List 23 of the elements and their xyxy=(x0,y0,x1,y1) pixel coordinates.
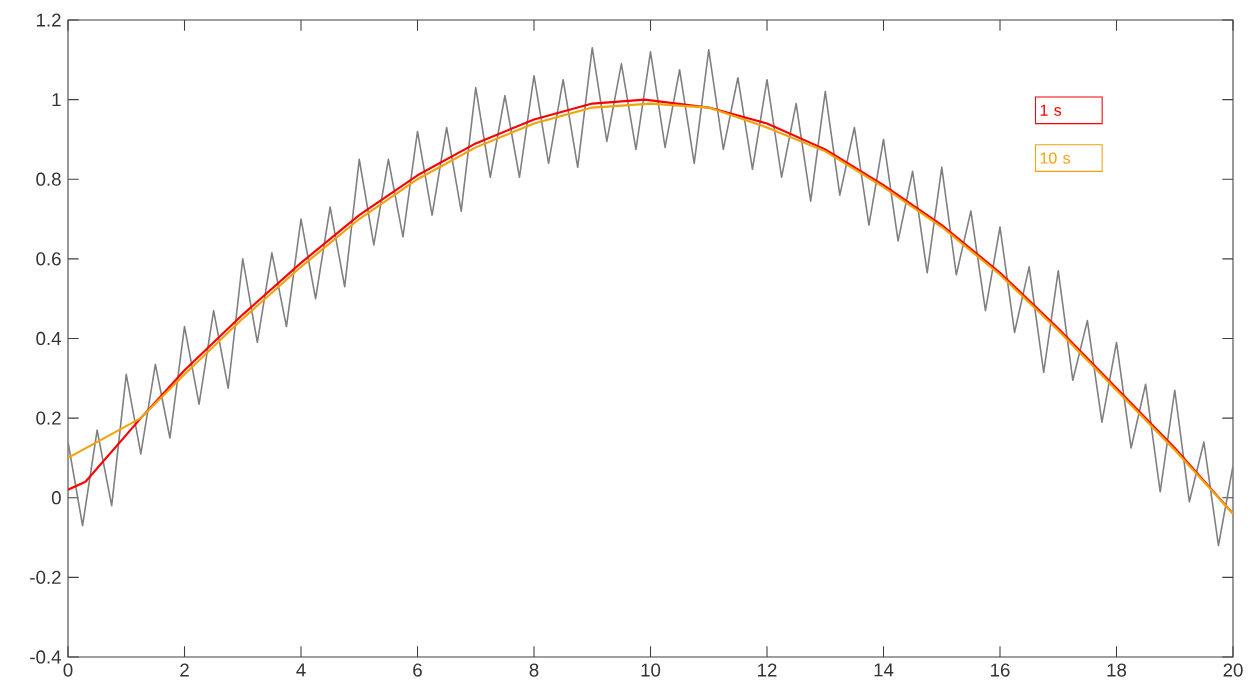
y-tick-label: 0 xyxy=(51,491,61,505)
line-series xyxy=(68,47,1233,547)
y-tick-label: -0.2 xyxy=(30,570,61,584)
text: 10 s xyxy=(1040,152,1071,164)
x-tick-label: 0 xyxy=(63,663,73,677)
y-tick-label: 0.4 xyxy=(36,331,61,346)
text: 1 s xyxy=(1040,104,1062,116)
x-tick-label: 2 xyxy=(180,663,189,677)
x-tick-label: 18 xyxy=(1107,663,1127,677)
y-tick-label: 0.6 xyxy=(36,252,61,266)
y-tick-label: 1.2 xyxy=(37,13,61,27)
x-tick-label: 12 xyxy=(758,663,777,677)
x-tick-label: 8 xyxy=(529,663,539,677)
y-tick-label: 0.2 xyxy=(36,411,61,425)
x-tick-label: 16 xyxy=(991,663,1010,677)
x-tick-label: 20 xyxy=(1223,663,1243,677)
y-tick-label: -0.4 xyxy=(30,650,61,664)
y-tick-label: 0.8 xyxy=(36,172,61,186)
x-tick-label: 14 xyxy=(874,663,894,677)
x-tick-label: 10 xyxy=(641,663,661,677)
x-tick-label: 4 xyxy=(296,663,306,677)
y-tick-label: 1 xyxy=(52,93,61,107)
x-tick-label: 6 xyxy=(413,663,422,677)
